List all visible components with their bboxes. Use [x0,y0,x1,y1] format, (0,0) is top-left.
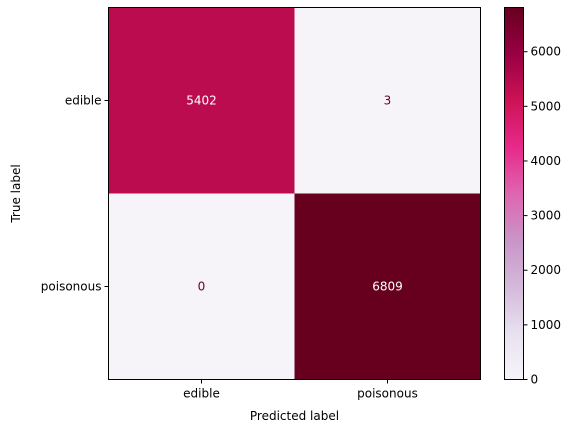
cell-value-label: 5402 [186,94,217,108]
y-tick-label: edible [65,94,102,108]
heatmap-cells [109,8,482,381]
cell-value-label: 0 [198,280,206,294]
colorbar-tick-label: 3000 [531,209,562,223]
colorbar-tick-label: 1000 [531,318,562,332]
colorbar [505,8,524,380]
colorbar-tick-label: 5000 [531,99,562,113]
colorbar-tick-label: 4000 [531,154,562,168]
y-tick-label: poisonous [41,280,102,294]
colorbar-tick-label: 6000 [531,45,562,59]
colorbar-tick-label: 0 [531,373,539,387]
cell-value-label: 6809 [372,280,403,294]
x-axis-label: Predicted label [250,409,339,423]
x-axis-ticks: edible poisonous [183,380,418,401]
y-axis-label: True label [9,164,23,223]
y-axis-ticks: edible poisonous [41,94,109,294]
colorbar-tick-label: 2000 [531,263,562,277]
x-tick-label: poisonous [357,387,418,401]
colorbar-ticks: 0 1000 2000 3000 4000 5000 6000 [524,45,562,387]
x-tick-label: edible [183,387,220,401]
cell-value-label: 3 [384,94,392,108]
